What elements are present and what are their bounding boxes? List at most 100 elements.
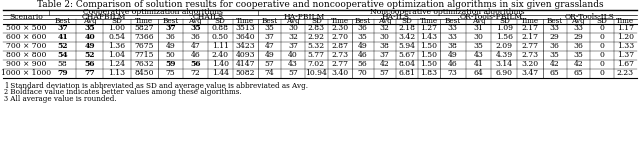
Text: 5.32: 5.32 <box>308 42 325 50</box>
Text: 1.24: 1.24 <box>109 60 125 68</box>
Text: HA-PBILM: HA-PBILM <box>284 13 325 21</box>
Text: 0.88: 0.88 <box>212 24 228 32</box>
Text: 1.33: 1.33 <box>616 42 634 50</box>
Text: 36: 36 <box>358 24 367 32</box>
Text: 40: 40 <box>288 51 298 59</box>
Text: 6.81: 6.81 <box>398 69 415 77</box>
Text: Noncooperative optimization algorithms: Noncooperative optimization algorithms <box>370 8 525 16</box>
Text: 0.50: 0.50 <box>212 33 228 41</box>
Text: Time: Time <box>236 17 254 25</box>
Text: 800 × 800: 800 × 800 <box>6 51 46 59</box>
Text: 42: 42 <box>573 60 583 68</box>
Text: Time: Time <box>616 17 634 25</box>
Text: SD: SD <box>596 17 607 25</box>
Text: 56: 56 <box>84 60 95 68</box>
Text: 0: 0 <box>599 60 604 68</box>
Text: 5.94: 5.94 <box>398 42 415 50</box>
Text: 49: 49 <box>358 42 367 50</box>
Text: 37: 37 <box>165 24 176 32</box>
Text: 56: 56 <box>190 60 200 68</box>
Text: Boldface value indicates better values among these algorithms.: Boldface value indicates better values a… <box>8 89 241 97</box>
Text: 1.44: 1.44 <box>212 69 228 77</box>
Text: 54: 54 <box>58 51 68 59</box>
Text: 5827: 5827 <box>134 24 154 32</box>
Text: 52: 52 <box>84 51 95 59</box>
Text: 57: 57 <box>264 60 274 68</box>
Text: 1000 × 1000: 1000 × 1000 <box>1 69 51 77</box>
Text: Best: Best <box>355 17 371 25</box>
Text: 65: 65 <box>550 69 559 77</box>
Text: 37: 37 <box>57 24 68 32</box>
Text: 1.04: 1.04 <box>109 51 125 59</box>
Text: 2.17: 2.17 <box>522 24 539 32</box>
Text: Best: Best <box>163 17 179 25</box>
Text: 2.09: 2.09 <box>496 42 513 50</box>
Text: 75: 75 <box>166 69 175 77</box>
Text: 35: 35 <box>190 24 200 32</box>
Text: CHAPBILM: CHAPBILM <box>81 13 125 21</box>
Text: 30: 30 <box>380 33 390 41</box>
Text: 65: 65 <box>573 69 583 77</box>
Text: Best: Best <box>547 17 563 25</box>
Text: CHAILS: CHAILS <box>192 13 223 21</box>
Text: 57: 57 <box>288 69 298 77</box>
Text: 31: 31 <box>474 24 483 32</box>
Text: 47: 47 <box>264 42 274 50</box>
Text: 5082: 5082 <box>236 69 255 77</box>
Text: 3.47: 3.47 <box>522 69 539 77</box>
Text: 1.36: 1.36 <box>109 42 125 50</box>
Text: 32: 32 <box>380 24 390 32</box>
Text: 36: 36 <box>190 33 200 41</box>
Text: 33: 33 <box>448 24 458 32</box>
Text: 8450: 8450 <box>134 69 154 77</box>
Text: 7675: 7675 <box>134 42 154 50</box>
Text: 36: 36 <box>550 42 560 50</box>
Text: 43: 43 <box>474 51 483 59</box>
Text: 41: 41 <box>57 33 68 41</box>
Text: 35: 35 <box>84 24 95 32</box>
Text: 33: 33 <box>448 33 458 41</box>
Text: 46: 46 <box>358 51 367 59</box>
Text: 46: 46 <box>448 60 458 68</box>
Text: 36: 36 <box>573 42 583 50</box>
Text: 7715: 7715 <box>134 51 154 59</box>
Text: 35: 35 <box>474 42 483 50</box>
Text: 3.42: 3.42 <box>398 33 415 41</box>
Text: 2.30: 2.30 <box>332 24 348 32</box>
Text: 0: 0 <box>599 69 604 77</box>
Text: 2.73: 2.73 <box>332 51 348 59</box>
Text: 2.70: 2.70 <box>332 33 348 41</box>
Text: Table 2: Comparison of solution results for cooperative and noncooperative optim: Table 2: Comparison of solution results … <box>36 0 604 9</box>
Text: 0.54: 0.54 <box>109 33 125 41</box>
Text: 49: 49 <box>448 51 458 59</box>
Text: 1.50: 1.50 <box>420 42 437 50</box>
Text: 42: 42 <box>550 60 559 68</box>
Text: 1.09: 1.09 <box>496 24 513 32</box>
Text: 4.39: 4.39 <box>496 51 513 59</box>
Text: Time: Time <box>135 17 154 25</box>
Text: 2.17: 2.17 <box>522 33 539 41</box>
Text: 43: 43 <box>288 60 298 68</box>
Text: 33: 33 <box>573 24 583 32</box>
Text: 10.94: 10.94 <box>305 69 327 77</box>
Text: 1.27: 1.27 <box>420 24 437 32</box>
Text: 4093: 4093 <box>236 51 255 59</box>
Text: 2.83: 2.83 <box>308 24 325 32</box>
Text: 47: 47 <box>191 42 200 50</box>
Text: SD: SD <box>499 17 509 25</box>
Text: 37: 37 <box>380 51 390 59</box>
Text: OR-Tools-PBILM: OR-Tools-PBILM <box>460 13 523 21</box>
Text: 2.40: 2.40 <box>212 51 228 59</box>
Text: Time: Time <box>331 17 349 25</box>
Text: 0: 0 <box>599 51 604 59</box>
Text: SD: SD <box>311 17 322 25</box>
Text: 2: 2 <box>4 89 8 97</box>
Text: Avg: Avg <box>286 17 300 25</box>
Text: 58: 58 <box>58 60 67 68</box>
Text: 2.77: 2.77 <box>522 42 539 50</box>
Text: 1.43: 1.43 <box>420 33 437 41</box>
Text: Avg: Avg <box>378 17 392 25</box>
Text: Time: Time <box>521 17 539 25</box>
Text: 3.40: 3.40 <box>332 69 348 77</box>
Text: 700 × 700: 700 × 700 <box>6 42 46 50</box>
